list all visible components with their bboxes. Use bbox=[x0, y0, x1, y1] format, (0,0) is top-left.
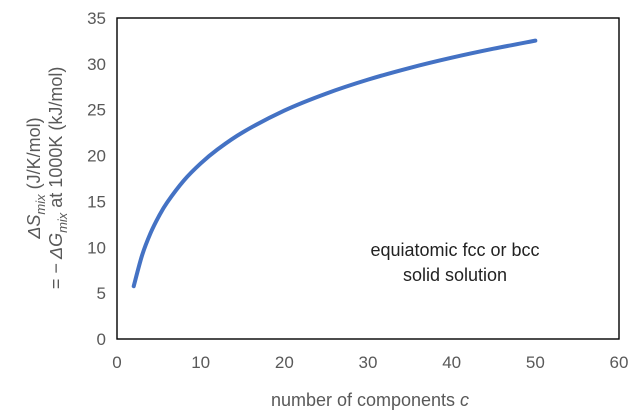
x-tick-label: 10 bbox=[191, 353, 210, 372]
x-tick-label: 30 bbox=[359, 353, 378, 372]
y-tick-label: 15 bbox=[87, 192, 106, 211]
x-tick-label: 40 bbox=[442, 353, 461, 372]
x-axis-title: number of components c bbox=[271, 390, 469, 410]
plot-area bbox=[116, 17, 620, 340]
y-tick-label: 20 bbox=[87, 147, 106, 166]
y-tick-label: 10 bbox=[87, 238, 106, 257]
y-axis-title-line2: = − ΔGmix at 1000K (kJ/mol) bbox=[46, 67, 70, 290]
y-tick-label: 5 bbox=[97, 284, 106, 303]
y-tick-label: 30 bbox=[87, 55, 106, 74]
annotation-line-2: solid solution bbox=[403, 265, 507, 285]
annotation-line-1: equiatomic fcc or bcc bbox=[370, 240, 539, 260]
plot-frame bbox=[116, 17, 620, 340]
y-tick-label: 35 bbox=[87, 9, 106, 28]
y-axis-title-line1: ΔSmix (J/K/mol) bbox=[24, 117, 48, 239]
x-tick-label: 60 bbox=[610, 353, 629, 372]
x-tick-label: 50 bbox=[526, 353, 545, 372]
x-tick-labels: 0 10 20 30 40 50 60 bbox=[112, 353, 628, 372]
y-tick-label: 25 bbox=[87, 101, 106, 120]
series-line-0 bbox=[131, 38, 538, 289]
y-tick-labels: 0 5 10 15 20 25 30 35 bbox=[87, 9, 106, 349]
x-tick-label: 0 bbox=[112, 353, 121, 372]
x-tick-label: 20 bbox=[275, 353, 294, 372]
y-tick-label: 0 bbox=[97, 330, 106, 349]
